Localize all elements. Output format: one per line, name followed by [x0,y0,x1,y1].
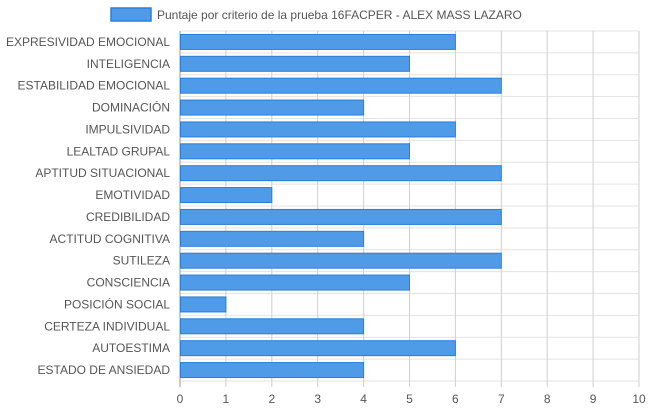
x-tick-label: 10 [632,392,646,406]
bar[interactable] [180,33,456,50]
bar[interactable] [180,187,273,204]
x-tick-label: 6 [452,392,459,406]
category-label: CREDIBILIDAD [86,210,170,224]
category-label: APTITUD SITUACIONAL [35,166,170,180]
x-tick-label: 9 [590,392,597,406]
x-tick-label: 8 [544,392,551,406]
legend-swatch[interactable] [110,7,152,22]
bar[interactable] [180,362,365,379]
x-tick-label: 5 [406,392,413,406]
category-label: AUTOESTIMA [92,341,170,355]
category-label: DOMINACIÓN [92,100,170,115]
x-axis-tick-labels: 0 1 2 3 4 5 6 7 8 9 10 [177,392,646,406]
bars [180,33,502,379]
legend-label[interactable]: Puntaje por criterio de la prueba 16FACP… [157,8,522,22]
bar[interactable] [180,99,365,116]
bar[interactable] [180,165,502,182]
category-label: ESTADO DE ANSIEDAD [38,363,171,377]
category-labels: EXPRESIVIDAD EMOCIONAL INTELIGENCIA ESTABI… [6,35,170,377]
category-label: LEALTAD GRUPAL [67,144,171,158]
x-tick-label: 2 [268,392,275,406]
category-label: ACTITUD COGNITIVA [50,232,170,246]
category-label: CONSCIENCIA [87,276,170,290]
bar[interactable] [180,121,456,138]
x-tick-label: 0 [177,392,184,406]
x-tick-label: 1 [223,392,230,406]
legend[interactable]: Puntaje por criterio de la prueba 16FACP… [110,7,522,22]
x-tick-label: 3 [314,392,321,406]
bar[interactable] [180,143,410,160]
bar[interactable] [180,296,227,313]
bar[interactable] [180,77,502,94]
x-tick-label: 4 [360,392,367,406]
bar[interactable] [180,318,365,335]
bar[interactable] [180,55,410,72]
category-label: EXPRESIVIDAD EMOCIONAL [6,35,170,49]
category-label: IMPULSIVIDAD [85,122,170,136]
bar[interactable] [180,340,456,357]
category-label: SUTILEZA [113,254,170,268]
x-tick-label: 7 [498,392,505,406]
category-label: ESTABILIDAD EMOCIONAL [18,79,171,93]
bar[interactable] [180,252,502,269]
bar[interactable] [180,274,410,291]
bar[interactable] [180,208,502,225]
category-label: POSICIÓN SOCIAL [64,296,170,311]
category-label: CERTEZA INDIVIDUAL [44,319,170,333]
bar[interactable] [180,230,365,247]
category-label: INTELIGENCIA [87,57,170,71]
category-label: EMOTIVIDAD [95,188,170,202]
